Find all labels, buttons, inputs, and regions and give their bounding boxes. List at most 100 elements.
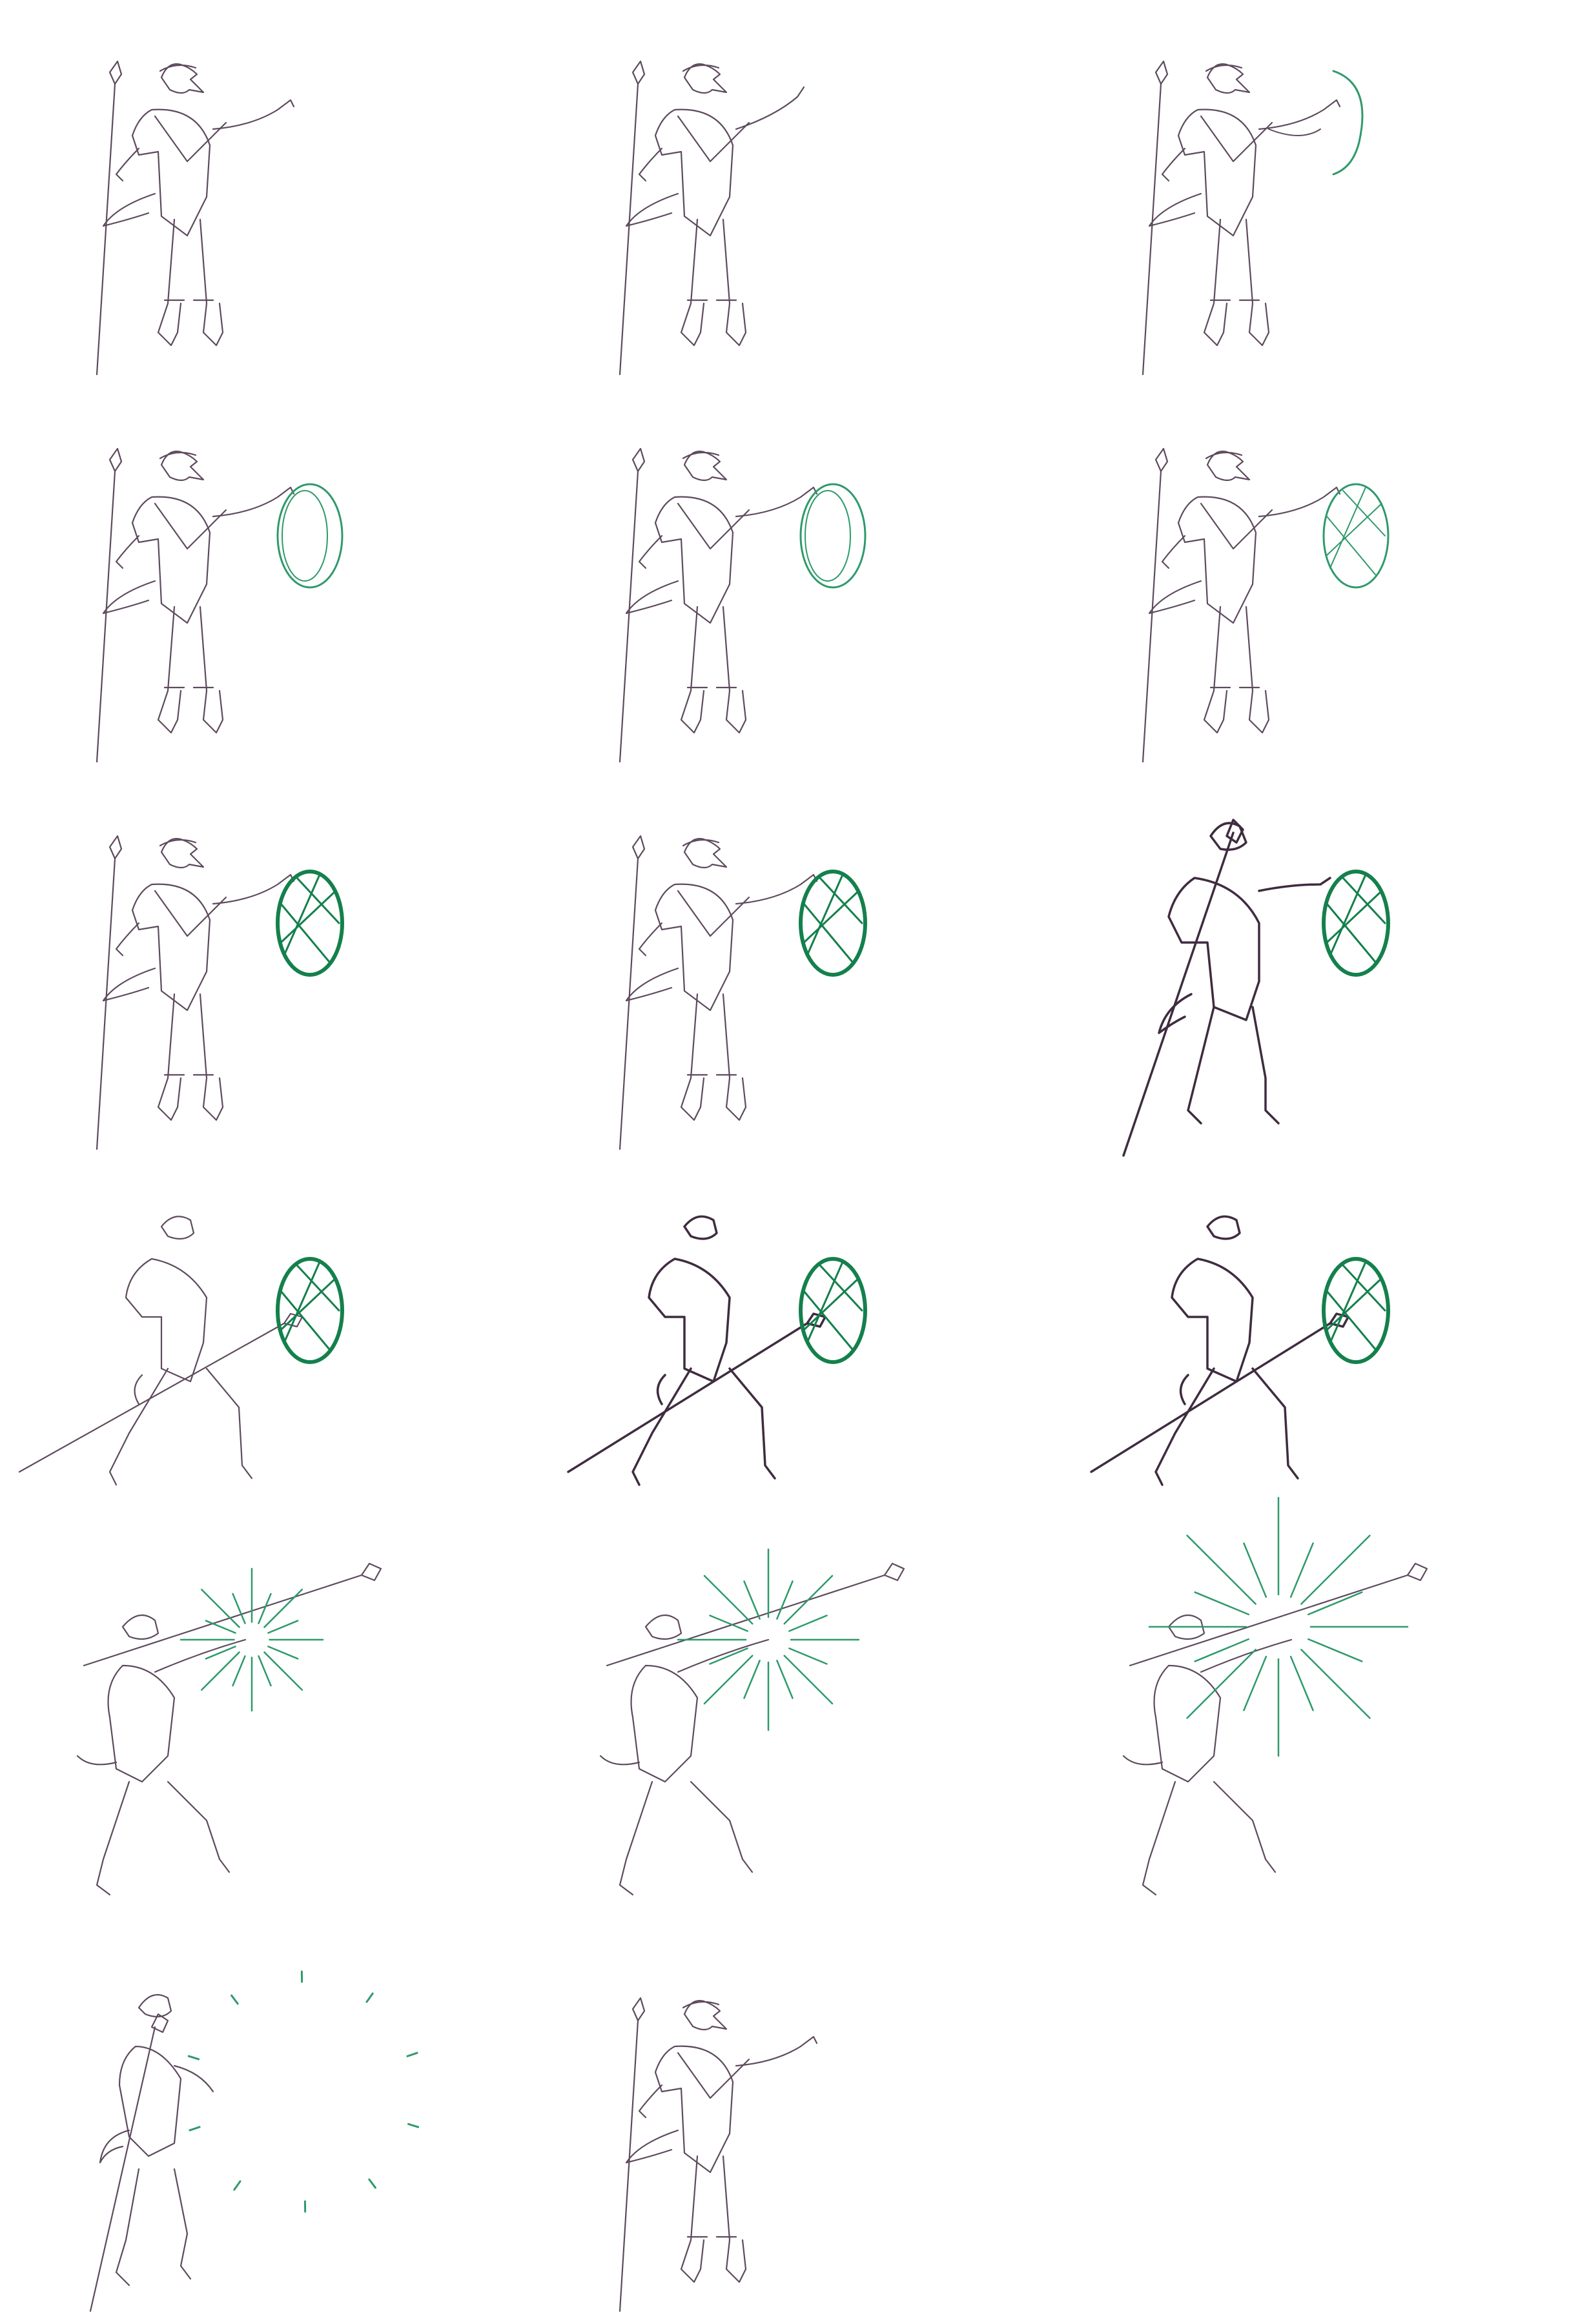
magic-burst-ray: [1186, 1534, 1256, 1605]
headband: [682, 2001, 720, 2009]
shield-lattice: [1326, 873, 1386, 963]
arm-reach: [173, 2064, 214, 2093]
staff-crystal: [631, 60, 646, 85]
magic-shield: [799, 870, 867, 977]
magic-swirl: [1332, 70, 1364, 176]
frame-drawing: [567, 1215, 867, 1486]
magic-spark: [231, 1994, 239, 2005]
coat: [630, 1664, 699, 1783]
magic-effect: [799, 870, 867, 977]
magic-burst-ray: [709, 1615, 748, 1632]
character: [619, 1997, 818, 2312]
magic-effect: [1322, 870, 1390, 977]
magic-spark: [189, 2126, 201, 2132]
head: [644, 1614, 682, 1640]
shield-lattice: [803, 1261, 863, 1351]
animation-frame: [0, 1549, 523, 1937]
magic-burst-ray: [743, 1580, 761, 1620]
leg-right: [722, 2155, 747, 2283]
animation-frame: [523, 0, 1046, 387]
staff: [83, 1574, 363, 1667]
tail: [1179, 1374, 1189, 1405]
arm-staff: [115, 922, 140, 957]
magic-burst-ray: [776, 1580, 794, 1620]
magic-burst-ray: [232, 1593, 246, 1624]
arm-reach: [1258, 99, 1341, 130]
coat: [107, 1664, 176, 1783]
head: [121, 1614, 159, 1640]
magic-shield: [1322, 483, 1390, 589]
shield-lattice: [1326, 487, 1386, 575]
staff: [96, 470, 116, 763]
headband: [159, 839, 197, 847]
character: [96, 835, 295, 1150]
shield-lattice: [280, 873, 340, 963]
leg-right: [722, 993, 747, 1121]
magic-effect: [799, 483, 867, 589]
animation-frame: [0, 0, 523, 387]
animation-frame: [0, 1162, 523, 1549]
head: [160, 1216, 195, 1240]
leg-left: [1142, 1780, 1176, 1896]
coat: [648, 1258, 731, 1383]
magic-burst-ray: [258, 1593, 272, 1624]
magic-shield: [1322, 870, 1390, 977]
staff: [18, 1322, 285, 1473]
character: [1122, 1562, 1428, 1896]
character: [619, 835, 818, 1150]
arm-reach: [212, 99, 295, 130]
magic-effect: [276, 1257, 344, 1364]
animation-frame: [1046, 1162, 1569, 1549]
character: [567, 1215, 826, 1486]
staff: [89, 2026, 156, 2312]
coat: [1153, 1664, 1222, 1783]
staff: [96, 857, 116, 1150]
tail: [625, 967, 679, 1002]
staff: [619, 470, 639, 763]
coat: [654, 2045, 734, 2174]
magic-burst-ray: [1194, 1591, 1250, 1616]
magic-burst-ray: [267, 1646, 299, 1660]
head: [683, 838, 728, 869]
frame-drawing: [1142, 447, 1390, 763]
magic-burst-ray: [1307, 1638, 1363, 1662]
head: [683, 2000, 728, 2031]
animation-frame: [523, 1548, 1046, 1937]
magic-spark: [365, 1992, 374, 2003]
magic-burst-ray: [205, 1620, 236, 1634]
coat-fold: [154, 890, 227, 937]
magic-spark: [187, 2055, 200, 2061]
head: [1206, 451, 1251, 482]
coat-fold: [677, 115, 750, 163]
headband: [1205, 64, 1243, 72]
magic-effect: [1322, 1257, 1390, 1364]
animation-frame: [1046, 387, 1569, 775]
magic-burst-ray: [200, 1588, 240, 1628]
leg-left: [1203, 218, 1228, 347]
magic-effect: [1268, 70, 1364, 176]
leg-right: [1251, 1367, 1299, 1480]
arm-reach: [735, 486, 818, 518]
staff-crystal: [631, 1997, 646, 2022]
shield-lattice: [803, 873, 863, 963]
magic-effect: [276, 483, 344, 589]
coat: [1167, 877, 1260, 1021]
coat-fold: [1200, 115, 1273, 163]
magic-burst-ray: [232, 1655, 246, 1687]
leg-right: [199, 993, 224, 1121]
leg-left: [680, 606, 705, 734]
leg-left: [96, 1780, 130, 1896]
tail: [102, 967, 156, 1002]
head: [160, 63, 205, 94]
character: [96, 60, 295, 376]
tail: [1158, 993, 1193, 1034]
leg-right: [199, 218, 224, 347]
head: [1206, 63, 1251, 94]
headband: [682, 451, 720, 460]
animation-frame: [1046, 1496, 1569, 1937]
leg-right: [167, 1780, 231, 1873]
frame-drawing: [619, 835, 867, 1150]
staff-crystal: [631, 447, 646, 473]
leg-right: [722, 606, 747, 734]
head: [160, 838, 205, 869]
